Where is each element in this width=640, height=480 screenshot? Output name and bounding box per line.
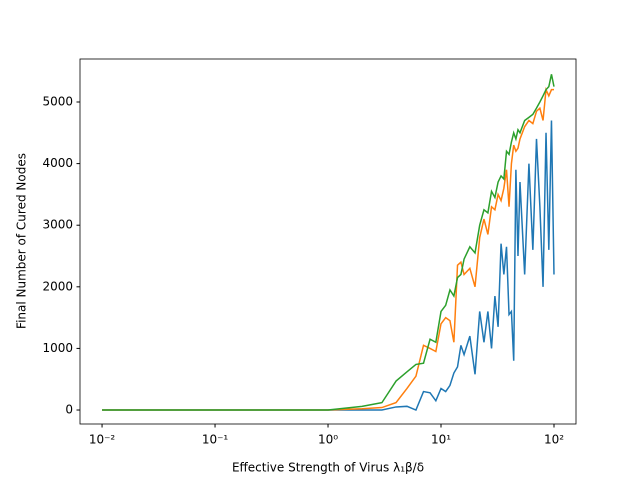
series-line: [102, 120, 555, 412]
y-tick-label: 3000: [42, 218, 73, 232]
x-tick-label: 10²: [544, 433, 564, 447]
x-tick-label: 10⁻¹: [202, 433, 229, 447]
y-tick-label: 2000: [42, 279, 73, 293]
y-tick-label: 1000: [42, 341, 73, 355]
series-line: [102, 74, 555, 411]
plot-frame: [79, 58, 577, 425]
x-axis-label: Effective Strength of Virus λ₁β/δ: [232, 461, 424, 475]
series-line: [102, 86, 554, 411]
x-tick-label: 10¹: [431, 433, 451, 447]
x-tick-label: 10⁻²: [89, 433, 116, 447]
x-tick-label: 10⁰: [318, 433, 338, 447]
y-tick-label: 4000: [42, 156, 73, 170]
y-tick-label: 5000: [42, 94, 73, 108]
y-axis-label: Final Number of Cured Nodes: [15, 153, 29, 329]
y-tick-label: 0: [65, 403, 73, 417]
